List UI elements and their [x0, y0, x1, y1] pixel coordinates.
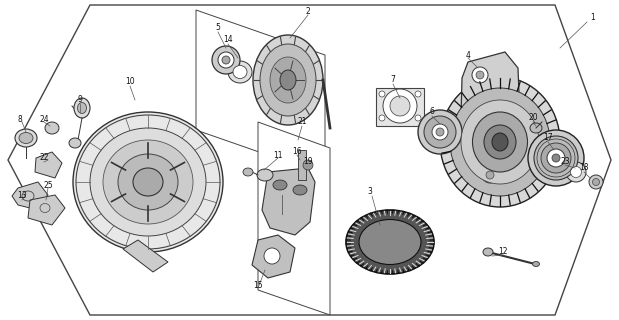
Circle shape — [486, 171, 494, 179]
Ellipse shape — [218, 52, 234, 68]
Text: 8: 8 — [17, 116, 22, 124]
Text: 18: 18 — [579, 164, 589, 172]
Text: 10: 10 — [125, 77, 135, 86]
Text: 24: 24 — [39, 116, 49, 124]
Ellipse shape — [253, 35, 323, 125]
Ellipse shape — [74, 98, 90, 118]
Ellipse shape — [383, 89, 417, 123]
Ellipse shape — [73, 112, 223, 252]
Ellipse shape — [103, 140, 193, 224]
Ellipse shape — [541, 143, 571, 173]
Circle shape — [379, 91, 385, 97]
Circle shape — [415, 91, 421, 97]
Circle shape — [472, 67, 488, 83]
Ellipse shape — [77, 102, 87, 114]
Ellipse shape — [461, 100, 539, 184]
Text: 2: 2 — [306, 7, 310, 17]
Text: 3: 3 — [368, 188, 373, 196]
Ellipse shape — [566, 162, 586, 182]
Text: 9: 9 — [77, 95, 82, 105]
Ellipse shape — [571, 166, 581, 178]
Ellipse shape — [472, 112, 527, 172]
Text: 21: 21 — [297, 117, 307, 126]
Polygon shape — [12, 182, 48, 210]
Ellipse shape — [359, 220, 421, 265]
Circle shape — [379, 115, 385, 121]
Circle shape — [303, 160, 313, 170]
Polygon shape — [196, 10, 325, 175]
Polygon shape — [460, 52, 522, 188]
Ellipse shape — [90, 128, 206, 236]
Text: 6: 6 — [430, 108, 435, 116]
Text: 13: 13 — [17, 191, 27, 201]
Circle shape — [264, 248, 280, 264]
Text: 20: 20 — [528, 114, 538, 123]
Ellipse shape — [15, 129, 37, 147]
Ellipse shape — [45, 122, 59, 134]
Ellipse shape — [589, 175, 603, 189]
Ellipse shape — [390, 96, 410, 116]
Circle shape — [415, 115, 421, 121]
Text: 4: 4 — [465, 51, 470, 60]
Text: 16: 16 — [292, 148, 302, 156]
Text: 7: 7 — [391, 76, 396, 84]
Polygon shape — [35, 152, 62, 178]
Text: 22: 22 — [39, 154, 49, 163]
Circle shape — [482, 167, 498, 183]
Ellipse shape — [483, 248, 493, 256]
Ellipse shape — [552, 154, 560, 162]
Text: 15: 15 — [253, 281, 263, 290]
Text: 25: 25 — [43, 180, 53, 189]
Ellipse shape — [547, 149, 565, 167]
Ellipse shape — [243, 168, 253, 176]
Circle shape — [476, 71, 484, 79]
Ellipse shape — [69, 138, 81, 148]
Ellipse shape — [222, 56, 230, 64]
Text: 1: 1 — [591, 13, 595, 22]
Ellipse shape — [418, 110, 462, 154]
Text: 19: 19 — [303, 157, 313, 166]
Text: 14: 14 — [223, 36, 233, 44]
Ellipse shape — [532, 261, 540, 267]
Text: 11: 11 — [273, 150, 283, 159]
Ellipse shape — [228, 61, 252, 83]
Ellipse shape — [260, 44, 316, 116]
Polygon shape — [376, 88, 424, 126]
Ellipse shape — [118, 154, 178, 210]
Ellipse shape — [492, 133, 508, 151]
Ellipse shape — [440, 77, 560, 207]
Ellipse shape — [436, 128, 444, 136]
Ellipse shape — [293, 185, 307, 195]
Polygon shape — [252, 235, 295, 278]
Ellipse shape — [346, 210, 434, 274]
Ellipse shape — [212, 46, 240, 74]
Ellipse shape — [450, 88, 550, 196]
Ellipse shape — [233, 66, 247, 78]
Polygon shape — [123, 240, 168, 272]
Ellipse shape — [534, 136, 578, 180]
Ellipse shape — [19, 132, 33, 143]
Text: 5: 5 — [215, 23, 220, 33]
Ellipse shape — [280, 70, 296, 90]
Ellipse shape — [270, 57, 306, 103]
Ellipse shape — [133, 168, 163, 196]
Ellipse shape — [273, 180, 287, 190]
Text: 23: 23 — [560, 157, 570, 166]
Polygon shape — [28, 195, 65, 225]
Text: 17: 17 — [543, 133, 553, 142]
Ellipse shape — [528, 130, 584, 186]
Ellipse shape — [424, 116, 456, 148]
FancyBboxPatch shape — [298, 150, 306, 180]
Polygon shape — [262, 168, 315, 235]
Ellipse shape — [257, 169, 273, 181]
Text: 12: 12 — [498, 247, 508, 257]
Ellipse shape — [530, 123, 542, 133]
Ellipse shape — [484, 125, 516, 159]
Polygon shape — [8, 5, 611, 315]
Ellipse shape — [432, 124, 448, 140]
Ellipse shape — [592, 179, 599, 186]
Polygon shape — [258, 122, 330, 315]
